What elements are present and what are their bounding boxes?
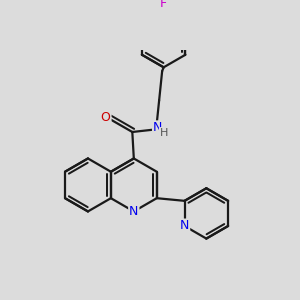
Text: N: N <box>153 121 162 134</box>
Text: O: O <box>101 111 111 124</box>
Text: N: N <box>129 205 139 218</box>
Text: H: H <box>160 128 168 138</box>
Text: N: N <box>180 220 189 232</box>
Text: F: F <box>160 0 167 10</box>
